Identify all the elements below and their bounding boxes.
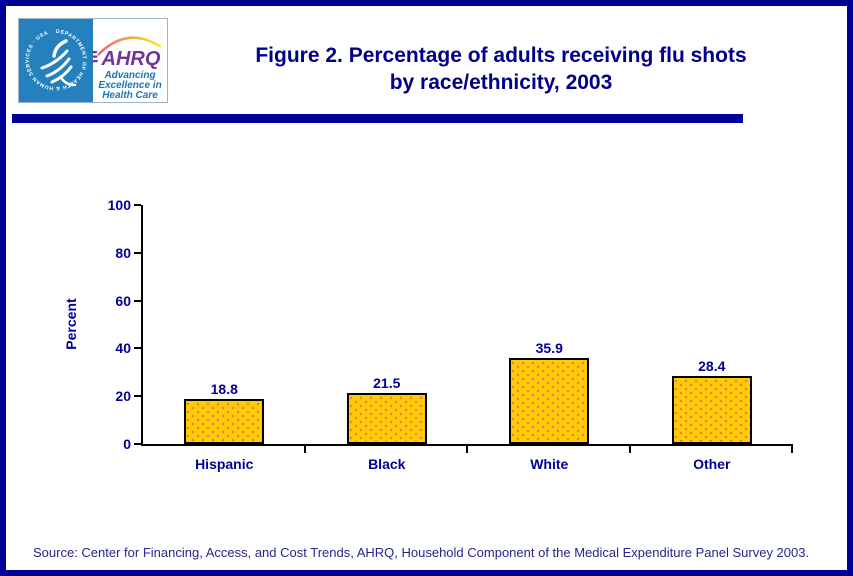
- bar-chart-plot-area: 0 20 40 60 80 100 18.8 Hispanic 21.5 Black 35.9 Whi…: [108, 197, 793, 472]
- page-title-line1: Figure 2. Percentage of adults receiving…: [255, 44, 747, 67]
- y-axis-tick: [134, 204, 141, 206]
- y-axis-tick-label: 20: [115, 388, 131, 405]
- bar-other: [671, 376, 752, 444]
- ahrq-acronym: AHRQ: [101, 48, 161, 70]
- x-axis-tick: [303, 446, 306, 453]
- x-axis-tick: [628, 446, 631, 453]
- y-axis-tick-label: 40: [115, 340, 131, 357]
- page-title-line2: by race/ethnicity, 2003: [389, 71, 613, 94]
- bar-white: [509, 358, 590, 444]
- ahrq-tagline-line2: Excellence in: [98, 80, 161, 91]
- x-axis-category-label: Other: [693, 456, 731, 472]
- y-axis-tick: [134, 395, 141, 398]
- y-axis-tick-label: 60: [115, 292, 131, 309]
- y-axis-tick: [134, 347, 141, 350]
- bar-value-label: 18.8: [210, 381, 238, 398]
- y-axis-tick-label: 80: [115, 244, 131, 261]
- eagle-icon: [40, 39, 77, 87]
- header-rule: [12, 114, 743, 123]
- hhs-seal-icon: DEPARTMENT OF HEALTH & HUMAN SERVICES · …: [19, 19, 93, 102]
- bar-black: [346, 392, 427, 444]
- bar-hispanic: [184, 399, 265, 444]
- arc-swoosh-icon: [97, 36, 162, 56]
- y-axis-title: Percent: [63, 298, 79, 350]
- x-axis-category-label: White: [530, 456, 569, 472]
- ahrq-tagline-line3: Health Care: [102, 90, 158, 101]
- page-title: Figure 2. Percentage of adults receiving…: [156, 42, 846, 96]
- bar-value-label: 21.5: [373, 374, 401, 391]
- x-axis-tick: [466, 446, 468, 453]
- x-axis-tick: [791, 446, 793, 453]
- y-axis-tick-label: 100: [107, 197, 131, 213]
- source-note: Source: Center for Financing, Access, an…: [33, 545, 810, 560]
- ahrq-tagline-line1: Advancing: [103, 70, 155, 81]
- agency-logo: DEPARTMENT OF HEALTH & HUMAN SERVICES · …: [18, 18, 168, 103]
- x-axis-category-label: Hispanic: [195, 456, 254, 472]
- y-axis-tick-label: 0: [123, 436, 131, 452]
- y-axis-tick: [134, 299, 141, 302]
- bar-value-label: 35.9: [535, 340, 563, 357]
- x-axis-category-label: Black: [368, 456, 406, 472]
- bar-value-label: 28.4: [698, 358, 726, 375]
- ahrq-logo: AHRQ Advancing Excellence in Health Care: [86, 19, 165, 102]
- ahrq-speedlines-icon: [86, 51, 99, 63]
- y-axis-tick: [134, 251, 141, 254]
- y-axis-tick: [134, 443, 141, 445]
